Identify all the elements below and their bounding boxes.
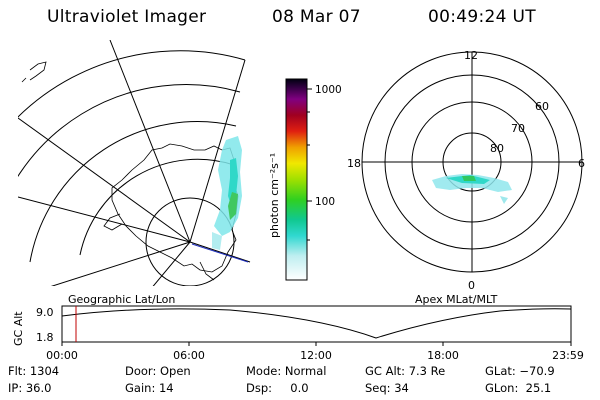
info-ip: IP: 36.0 <box>8 381 52 395</box>
mlat-label-80: 80 <box>490 142 504 155</box>
time-tick-2359: 23:59 <box>552 349 584 362</box>
polar-plot <box>361 51 583 273</box>
mlt-label-0: 0 <box>468 279 475 292</box>
date-label: 08 Mar 07 <box>272 7 361 27</box>
info-gain: Gain: 14 <box>125 381 174 395</box>
geographic-map <box>18 40 251 286</box>
info-door: Door: Open <box>125 364 191 378</box>
apex-caption: Apex MLat/MLT <box>415 293 498 306</box>
alt-tick-9: 9.0 <box>36 306 54 319</box>
mlt-label-6: 6 <box>578 157 585 170</box>
time-tick-1800: 18:00 <box>427 349 459 362</box>
gc-alt-axis-label: GC Alt <box>12 311 25 346</box>
info-flight: Flt: 1304 <box>8 364 60 378</box>
mlt-label-12: 12 <box>464 49 478 62</box>
alt-tick-1_8: 1.8 <box>36 331 54 344</box>
colorbar <box>285 78 312 281</box>
mlat-label-70: 70 <box>511 122 525 135</box>
mlt-label-18: 18 <box>347 157 361 170</box>
time-tick-0600: 06:00 <box>173 349 205 362</box>
dayside-marker-line <box>191 243 249 263</box>
info-mode: Mode: Normal <box>246 364 327 378</box>
map-aurora-emission <box>212 136 242 250</box>
info-seq: Seq: 34 <box>365 381 409 395</box>
time-tick-0000: 00:00 <box>46 349 78 362</box>
instrument-title: Ultraviolet Imager <box>47 7 207 27</box>
mlat-label-60: 60 <box>535 100 549 113</box>
time-label: 00:49:24 UT <box>428 7 536 27</box>
orbit-panel <box>61 305 572 346</box>
polar-aurora-emission <box>432 174 512 204</box>
colorbar-tick-1000: 1000 <box>315 84 342 96</box>
info-glon: GLon: 25.1 <box>485 381 552 395</box>
geographic-caption: Geographic Lat/Lon <box>68 293 175 306</box>
info-glat: GLat: −70.9 <box>485 364 555 378</box>
info-gc-alt: GC Alt: 7.3 Re <box>365 364 446 378</box>
colorbar-unit-label: photon cm⁻²s⁻¹ <box>268 153 281 238</box>
time-tick-1200: 12:00 <box>300 349 332 362</box>
info-dsp: Dsp: 0.0 <box>246 381 309 395</box>
colorbar-tick-100: 100 <box>315 196 335 208</box>
